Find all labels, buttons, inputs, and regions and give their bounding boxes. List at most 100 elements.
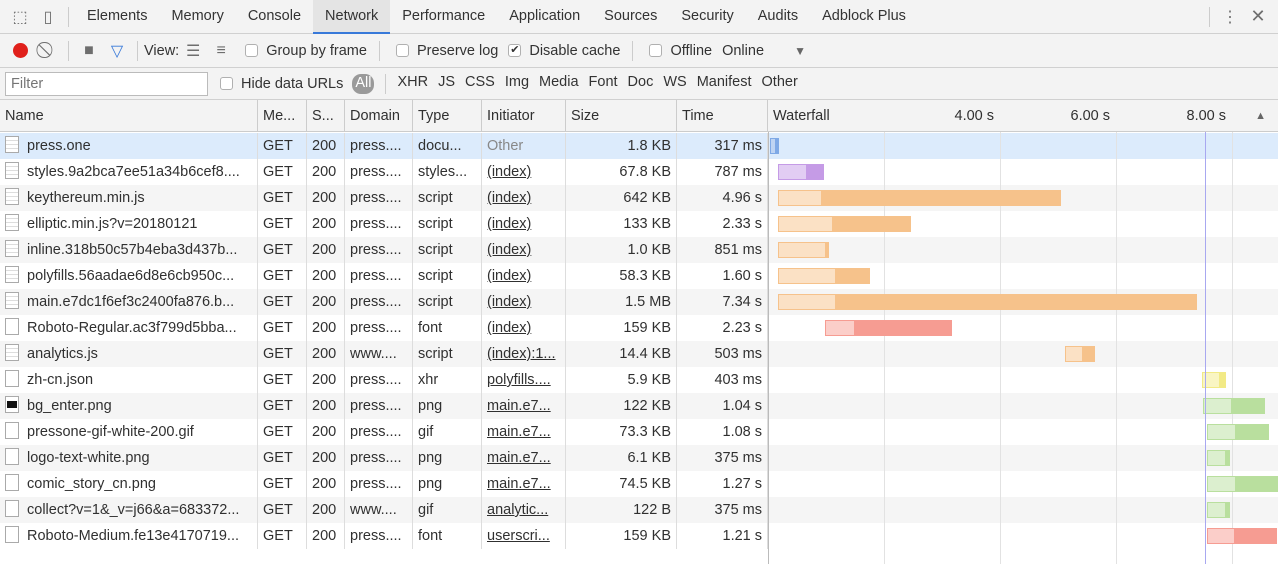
column-header-domain[interactable]: Domain xyxy=(345,100,413,132)
filter-type-media[interactable]: Media xyxy=(539,73,579,90)
table-row[interactable]: main.e7dc1f6ef3c2400fa876.b... GET 200 pres… xyxy=(0,289,768,315)
device-toolbar-icon[interactable]: ▯ xyxy=(43,8,53,26)
tab-adblock-plus[interactable]: Adblock Plus xyxy=(822,7,906,24)
tab-memory[interactable]: Memory xyxy=(171,7,224,24)
waterfall-wait-bar xyxy=(777,190,823,206)
inspect-element-icon[interactable]: ⬚ xyxy=(12,8,28,26)
initiator-cell[interactable]: userscri... xyxy=(482,523,566,549)
throttling-select[interactable]: Online xyxy=(722,42,765,59)
name-cell[interactable]: logo-text-white.png xyxy=(0,445,258,471)
tab-performance[interactable]: Performance xyxy=(402,7,486,24)
close-icon[interactable]: ✕ xyxy=(1250,6,1266,26)
hide-data-urls-checkbox[interactable] xyxy=(220,77,233,90)
filter-type-ws[interactable]: WS xyxy=(663,73,687,90)
table-row[interactable]: inline.318b50c57b4eba3d437b... GET 200 pres… xyxy=(0,237,768,263)
filter-icon[interactable]: ▽ xyxy=(110,42,124,60)
tab-sources[interactable]: Sources xyxy=(604,7,658,24)
column-header-initiator[interactable]: Initiator xyxy=(482,100,566,132)
more-options-icon[interactable]: ⋮ xyxy=(1222,8,1238,26)
triangle-up-icon[interactable]: ▲ xyxy=(1255,110,1266,122)
filter-type-doc[interactable]: Doc xyxy=(627,73,654,90)
status-cell: 200 xyxy=(307,341,345,367)
table-row[interactable]: keythereum.min.js GET 200 press.... script (i… xyxy=(0,185,768,211)
name-cell[interactable]: bg_enter.png xyxy=(0,393,258,419)
capture-screenshots-icon[interactable]: ■ xyxy=(84,41,94,59)
initiator-cell[interactable]: main.e7... xyxy=(482,419,566,445)
filter-type-all[interactable]: All xyxy=(352,73,375,94)
disable-cache-checkbox[interactable]: ✔ xyxy=(508,44,522,57)
group-by-frame-checkbox[interactable] xyxy=(245,44,259,57)
clear-icon[interactable]: ⃠ xyxy=(34,37,62,65)
name-cell[interactable]: Roboto-Medium.fe13e4170719... xyxy=(0,523,258,549)
name-cell[interactable]: main.e7dc1f6ef3c2400fa876.b... xyxy=(0,289,258,315)
filter-type-other[interactable]: Other xyxy=(761,73,798,90)
name-cell[interactable]: zh-cn.json xyxy=(0,367,258,393)
initiator-cell[interactable]: (index) xyxy=(482,237,566,263)
table-row[interactable]: Roboto-Regular.ac3f799d5bba... GET 200 pres… xyxy=(0,315,768,341)
filter-type-xhr[interactable]: XHR xyxy=(397,73,429,90)
preserve-log-checkbox[interactable] xyxy=(395,44,409,57)
filter-type-manifest[interactable]: Manifest xyxy=(696,73,752,90)
column-header-method[interactable]: Me... xyxy=(258,100,307,132)
name-cell[interactable]: collect?v=1&_v=j66&a=683372... xyxy=(0,497,258,523)
name-cell[interactable]: comic_story_cn.png xyxy=(0,471,258,497)
tab-security[interactable]: Security xyxy=(681,7,734,24)
initiator-cell[interactable]: (index) xyxy=(482,159,566,185)
tab-elements[interactable]: Elements xyxy=(87,7,148,24)
table-row[interactable]: Roboto-Medium.fe13e4170719... GET 200 press… xyxy=(0,523,768,549)
column-header-waterfall[interactable]: Waterfall 4.00 s 6.00 s 8.00 s ▲ xyxy=(768,100,1278,132)
column-header-size[interactable]: Size xyxy=(566,100,677,132)
name-cell[interactable]: inline.318b50c57b4eba3d437b... xyxy=(0,237,258,263)
overview-icon[interactable]: ≡ xyxy=(216,41,226,59)
column-header-time[interactable]: Time xyxy=(677,100,768,132)
table-row[interactable]: logo-text-white.png GET 200 press.... png mai… xyxy=(0,445,768,471)
filter-type-img[interactable]: Img xyxy=(504,73,530,90)
tab-application[interactable]: Application xyxy=(509,7,581,24)
name-cell[interactable]: elliptic.min.js?v=20180121 xyxy=(0,211,258,237)
name-cell[interactable]: pressone-gif-white-200.gif xyxy=(0,419,258,445)
table-row[interactable]: pressone-gif-white-200.gif GET 200 press...… xyxy=(0,419,768,445)
filter-type-js[interactable]: JS xyxy=(438,73,456,90)
offline-checkbox[interactable] xyxy=(649,44,663,57)
initiator-cell[interactable]: polyfills.... xyxy=(482,367,566,393)
initiator-cell[interactable]: main.e7... xyxy=(482,393,566,419)
table-row[interactable]: bg_enter.png GET 200 press.... png main.e7...… xyxy=(0,393,768,419)
filter-input[interactable] xyxy=(5,71,208,96)
filter-type-font[interactable]: Font xyxy=(588,73,618,90)
initiator-cell[interactable]: analytic... xyxy=(482,497,566,523)
name-cell[interactable]: Roboto-Regular.ac3f799d5bba... xyxy=(0,315,258,341)
filter-type-css[interactable]: CSS xyxy=(465,73,495,90)
table-row[interactable]: press.one GET 200 press.... docu... Other 1.8 … xyxy=(0,133,768,159)
dropdown-arrow-icon[interactable]: ▼ xyxy=(794,43,806,58)
initiator-cell[interactable]: (index) xyxy=(482,289,566,315)
tab-audits[interactable]: Audits xyxy=(757,7,799,24)
name-cell[interactable]: keythereum.min.js xyxy=(0,185,258,211)
column-header-type[interactable]: Type xyxy=(413,100,482,132)
tab-console[interactable]: Console xyxy=(247,7,302,24)
initiator-cell[interactable]: (index) xyxy=(482,263,566,289)
table-row[interactable]: comic_story_cn.png GET 200 press.... png main… xyxy=(0,471,768,497)
name-cell[interactable]: styles.9a2bca7ee51a34b6cef8.... xyxy=(0,159,258,185)
name-cell[interactable]: analytics.js xyxy=(0,341,258,367)
initiator-cell[interactable]: (index) xyxy=(482,211,566,237)
table-row[interactable]: polyfills.56aadae6d8e6cb950c... GET 200 pre… xyxy=(0,263,768,289)
initiator-cell[interactable]: main.e7... xyxy=(482,445,566,471)
tab-network[interactable]: Network xyxy=(313,0,391,34)
initiator-cell[interactable]: main.e7... xyxy=(482,471,566,497)
column-header-name[interactable]: Name xyxy=(0,100,258,132)
table-row[interactable]: elliptic.min.js?v=20180121 GET 200 press...… xyxy=(0,211,768,237)
name-cell[interactable]: polyfills.56aadae6d8e6cb950c... xyxy=(0,263,258,289)
table-row[interactable]: styles.9a2bca7ee51a34b6cef8.... GET 200 pre… xyxy=(0,159,768,185)
initiator-cell[interactable]: (index) xyxy=(482,315,566,341)
large-rows-icon[interactable]: ☰ xyxy=(186,42,201,60)
table-row[interactable]: collect?v=1&_v=j66&a=683372... GET 200 www.… xyxy=(0,497,768,523)
record-button[interactable] xyxy=(6,37,34,65)
initiator-cell[interactable]: (index):1... xyxy=(482,341,566,367)
waterfall-row xyxy=(768,497,1278,523)
column-header-status[interactable]: S... xyxy=(307,100,345,132)
initiator-cell[interactable]: (index) xyxy=(482,185,566,211)
waterfall-row xyxy=(768,419,1278,445)
table-row[interactable]: analytics.js GET 200 www.... script (index):1… xyxy=(0,341,768,367)
name-cell[interactable]: press.one xyxy=(0,133,258,159)
table-row[interactable]: zh-cn.json GET 200 press.... xhr polyfills...… xyxy=(0,367,768,393)
